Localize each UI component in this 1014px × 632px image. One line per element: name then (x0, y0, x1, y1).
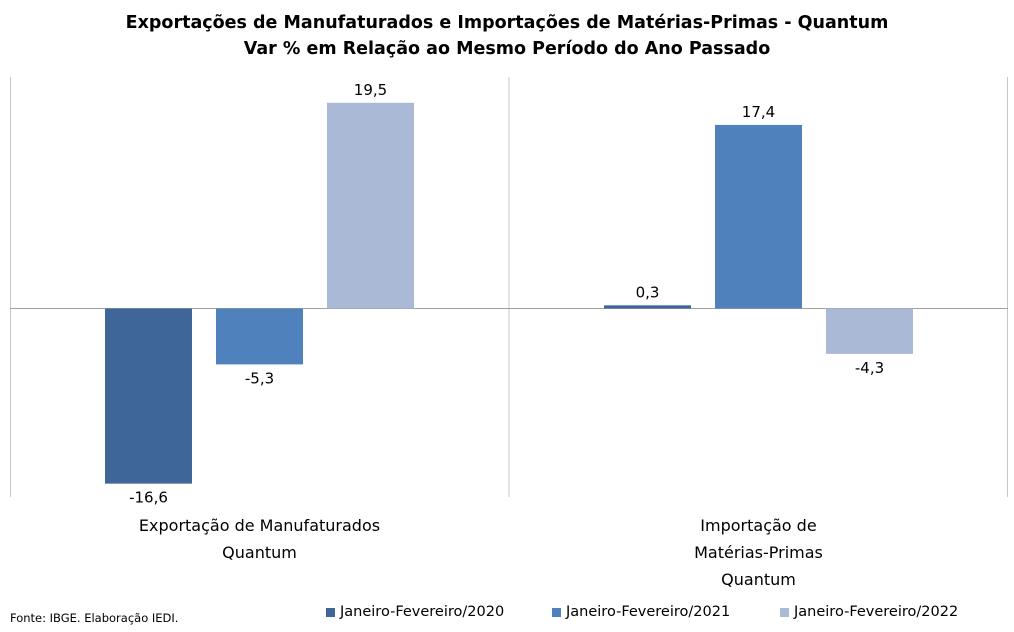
chart-subtitle: Var % em Relação ao Mesmo Período do Ano… (243, 39, 771, 59)
chart-title-block: Exportações de Manufaturados e Importaçõ… (0, 10, 1014, 62)
legend-item-3: Janeiro-Fevereiro/2022 (780, 604, 958, 620)
category-label-1-line2: Quantum (222, 543, 297, 562)
bars-group (105, 102, 913, 484)
category-label-2-line1: Importação de (700, 516, 816, 535)
legend-item-1: Janeiro-Fevereiro/2020 (326, 604, 504, 620)
legend-swatch (552, 607, 561, 617)
bar-series2-category1 (216, 308, 303, 365)
data-label-series1-category1: -16,6 (129, 489, 168, 507)
legend-label: Janeiro-Fevereiro/2020 (340, 604, 505, 620)
legend-swatch (780, 607, 789, 617)
legend-label: Janeiro-Fevereiro/2022 (794, 604, 959, 620)
bar-series2-category2 (715, 124, 802, 309)
legend-swatch (326, 607, 335, 617)
data-label-series3-category2: -4,3 (855, 359, 884, 377)
data-label-series1-category2: 0,3 (636, 283, 660, 301)
data-labels-group: -16,6 -5,3 19,5 0,3 17,4 -4,3 (129, 81, 884, 507)
legend-item-2: Janeiro-Fevereiro/2021 (552, 604, 730, 620)
category-label-2-line3: Quantum (721, 570, 796, 589)
data-label-series2-category2: 17,4 (742, 103, 775, 121)
category-label-2-line2: Matérias-Primas (694, 543, 823, 562)
bar-chart: -16,6 -5,3 19,5 0,3 17,4 -4,3 Exportação de M… (10, 77, 1008, 589)
legend-label: Janeiro-Fevereiro/2021 (566, 604, 731, 620)
data-label-series2-category1: -5,3 (245, 369, 274, 387)
bar-series3-category1 (327, 102, 414, 309)
bar-series1-category2 (604, 305, 691, 309)
category-labels-group: Exportação de Manufaturados Quantum Import… (139, 516, 823, 589)
bar-series1-category1 (105, 308, 192, 484)
bar-series3-category2 (826, 308, 913, 354)
data-label-series3-category1: 19,5 (354, 81, 387, 99)
category-label-1-line1: Exportação de Manufaturados (139, 516, 380, 535)
chart-title: Exportações de Manufaturados e Importaçõ… (125, 13, 889, 33)
source-note: Fonte: IBGE. Elaboração IEDI. (10, 611, 179, 625)
